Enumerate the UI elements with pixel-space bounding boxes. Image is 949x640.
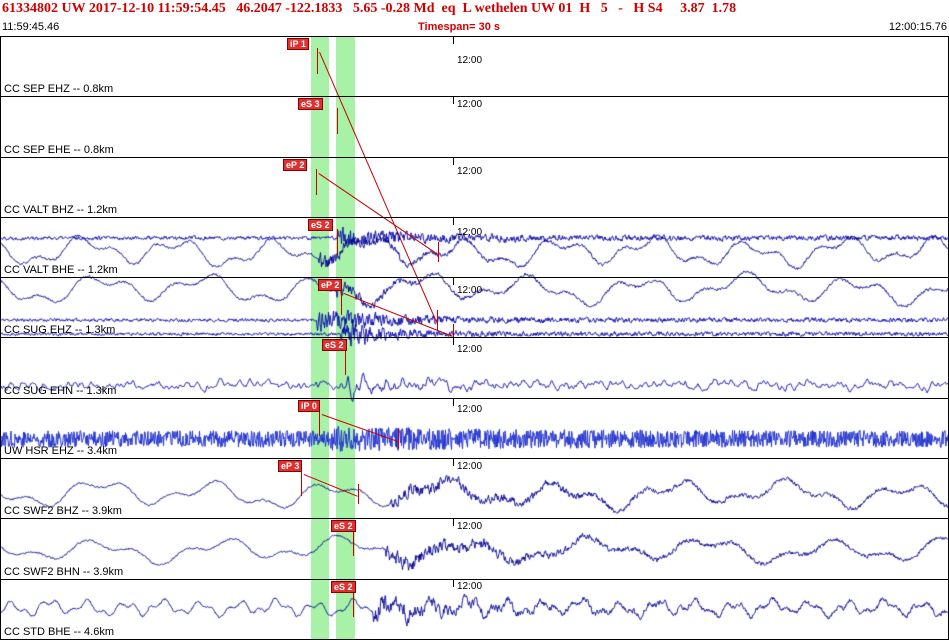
- minute-label: 12:00: [457, 521, 483, 533]
- waveform-canvas[interactable]: [1, 519, 948, 586]
- trace-panel: 12:00 eP 2 CC SUG EHZ -- 1.3km: [1, 277, 948, 399]
- trace-panel: 12:00 eP 3 CC SWF2 BHZ -- 3.9km: [1, 458, 948, 534]
- station-label: CC SWF2 BHN -- 3.9km: [4, 565, 124, 578]
- phase-pick-flag[interactable]: eP 3: [278, 460, 303, 473]
- phase-pick-line[interactable]: [337, 108, 338, 135]
- station-label: CC STD BHE -- 4.6km: [4, 625, 115, 638]
- minute-tick-icon: [453, 278, 454, 286]
- minute-label: 12:00: [457, 403, 483, 415]
- minute-tick-icon: [453, 459, 454, 467]
- waveform-canvas[interactable]: [1, 579, 948, 639]
- phase-pick-line[interactable]: [301, 470, 302, 497]
- time-axis-header: 11:59:45.46 Timespan= 30 s 12:00:15.76: [0, 21, 949, 35]
- minute-label: 12:00: [457, 344, 483, 356]
- minute-label: 12:00: [457, 99, 483, 111]
- phase-pick-line[interactable]: [316, 168, 317, 195]
- trace-panel: 12:00 eS 2 CC SWF2 BHN -- 3.9km: [1, 518, 948, 586]
- minute-tick-icon: [453, 97, 454, 105]
- trace-panel: 12:00 eP 2 CC VALT BHZ -- 1.2km: [1, 156, 948, 358]
- minute-label: 12:00: [457, 285, 483, 297]
- station-label: CC SWF2 BHZ -- 3.9km: [4, 505, 122, 518]
- trace-panel: 12:00 eS 2 CC VALT BHE -- 1.2km: [1, 216, 948, 368]
- phase-pick-line[interactable]: [353, 530, 354, 557]
- phase-pick-flag[interactable]: eS 2: [331, 520, 356, 533]
- minute-tick-icon: [453, 157, 454, 165]
- station-label: CC VALT BHZ -- 1.2km: [4, 203, 118, 216]
- minute-tick-icon: [453, 338, 454, 346]
- phase-pick-flag[interactable]: iP 1: [287, 38, 309, 50]
- phase-pick-line[interactable]: [319, 409, 320, 436]
- minute-tick-icon: [453, 579, 454, 587]
- station-label: CC SUG EHN -- 1.3km: [4, 384, 117, 397]
- minute-label: 12:00: [457, 580, 483, 592]
- phase-pick-line[interactable]: [345, 349, 346, 376]
- coda-end-marker[interactable]: [398, 428, 399, 449]
- minute-label: 12:00: [457, 165, 483, 177]
- minute-tick-icon: [453, 519, 454, 527]
- phase-pick-flag[interactable]: eS 2: [308, 218, 333, 231]
- window-start-time: 11:59:45.46: [2, 21, 60, 33]
- minute-label: 12:00: [457, 226, 483, 238]
- phase-pick-flag[interactable]: eP 2: [318, 279, 343, 292]
- minute-label: 12:00: [457, 461, 483, 473]
- station-label: CC VALT BHE -- 1.2km: [4, 264, 118, 277]
- trace-panel: 12:00 eS 3 CC SEP EHE -- 0.8km: [1, 96, 948, 399]
- station-label: CC SEP EHE -- 0.8km: [4, 143, 114, 156]
- phase-pick-flag[interactable]: eS 2: [331, 580, 356, 593]
- station-label: CC SEP EHZ -- 0.8km: [4, 83, 114, 96]
- timespan-label: Timespan= 30 s: [418, 21, 501, 33]
- phase-pick-flag[interactable]: eS 2: [322, 339, 347, 352]
- minute-label: 12:00: [457, 55, 483, 66]
- phase-pick-line[interactable]: [317, 48, 318, 74]
- window-end-time: 12:00:15.76: [888, 21, 947, 33]
- minute-tick-icon: [453, 217, 454, 225]
- phase-pick-flag[interactable]: iP 0: [298, 399, 320, 412]
- phase-pick-flag[interactable]: eP 2: [283, 158, 308, 171]
- minute-tick-icon: [453, 398, 454, 406]
- phase-pick-line[interactable]: [341, 289, 342, 316]
- coda-end-marker[interactable]: [358, 484, 359, 505]
- station-label: UW HSR EHZ -- 3.4km: [4, 445, 118, 458]
- coda-end-marker[interactable]: [453, 324, 454, 345]
- phase-pick-flag[interactable]: eS 3: [298, 98, 323, 111]
- trace-panel: 12:00 iP 1 CC SEP EHZ -- 0.8km: [1, 36, 948, 639]
- trace-panel: 12:00 eS 2 CC STD BHE -- 4.6km: [1, 578, 948, 639]
- station-label: CC SUG EHZ -- 1.3km: [4, 324, 116, 337]
- minute-tick-icon: [453, 37, 454, 44]
- event-header: 61334802 UW 2017-12-10 11:59:54.45 46.20…: [0, 0, 949, 36]
- phase-pick-line[interactable]: [337, 228, 338, 255]
- trace-panels: 12:00 iP 1 CC SEP EHZ -- 0.8km 12:00 eS …: [0, 36, 949, 640]
- trace-panel: 12:00 iP 0 UW HSR EHZ -- 3.4km: [1, 397, 948, 484]
- phase-pick-line[interactable]: [353, 590, 354, 617]
- event-summary-line: 61334802 UW 2017-12-10 11:59:54.45 46.20…: [2, 1, 737, 16]
- trace-panel: 12:00 eS 2 CC SUG EHN -- 1.3km: [1, 337, 948, 439]
